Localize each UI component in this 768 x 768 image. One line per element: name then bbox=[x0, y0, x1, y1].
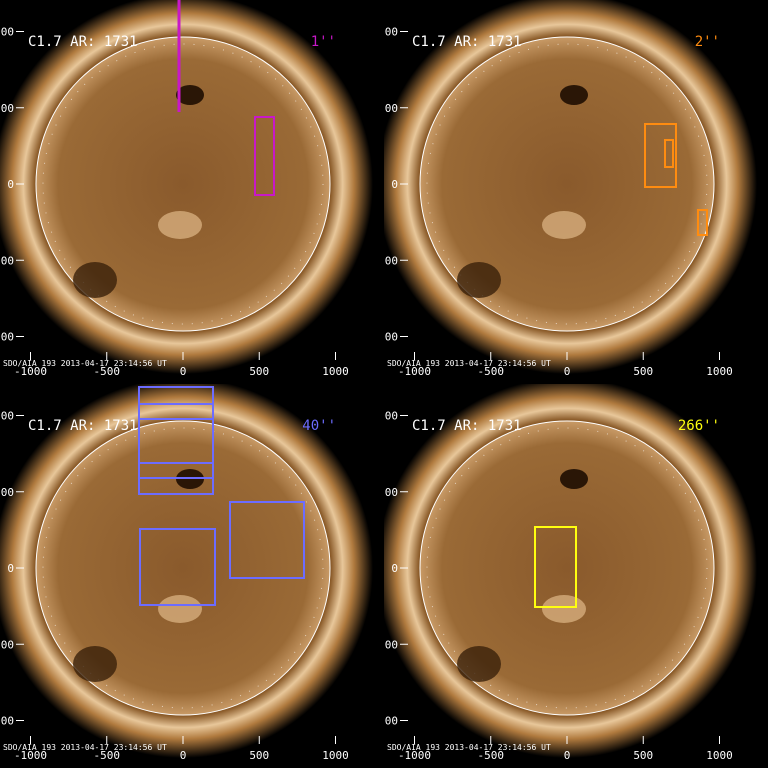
grid-disk bbox=[42, 427, 324, 709]
x-tick-label: -500 bbox=[478, 365, 505, 378]
panel: C1.7 AR: 1731 40'' -1000 -500 0 500 1000 1000 50… bbox=[0, 384, 384, 768]
footer: SDO/AIA 193 2013-04-17 23:14:56 UT bbox=[3, 359, 167, 368]
active-region bbox=[560, 469, 588, 489]
y-tick-label: -500 bbox=[372, 254, 399, 267]
y-tick-label: 500 bbox=[0, 486, 14, 499]
x-tick-label: 0 bbox=[564, 749, 571, 762]
panel-label: C1.7 AR: 1731 bbox=[28, 34, 138, 50]
y-tick-label: 0 bbox=[7, 562, 14, 575]
panel-label: C1.7 AR: 1731 bbox=[412, 418, 522, 434]
y-tick-label: -1000 bbox=[0, 331, 14, 344]
bright-region bbox=[158, 595, 202, 623]
panel-label: C1.7 AR: 1731 bbox=[412, 34, 522, 50]
x-tick-label: 500 bbox=[633, 365, 653, 378]
grid-disk bbox=[426, 427, 708, 709]
y-tick-label: 0 bbox=[7, 178, 14, 191]
solar-disk bbox=[35, 36, 331, 332]
footer: SDO/AIA 193 2013-04-17 23:14:56 UT bbox=[387, 743, 551, 752]
y-tick-label: 1000 bbox=[372, 26, 399, 39]
grid-disk bbox=[426, 43, 708, 325]
roi-box bbox=[138, 386, 214, 495]
active-region bbox=[560, 85, 588, 105]
y-tick-label: -1000 bbox=[365, 331, 398, 344]
solar-disk bbox=[419, 36, 715, 332]
x-tick-label: -1000 bbox=[398, 365, 431, 378]
bright-region bbox=[158, 211, 202, 239]
coronal-hole bbox=[73, 646, 117, 682]
y-tick-label: -500 bbox=[0, 638, 14, 651]
x-tick-label: 0 bbox=[180, 365, 187, 378]
y-tick-label: -1000 bbox=[365, 715, 398, 728]
panel-tag: 1'' bbox=[311, 34, 336, 50]
bright-region bbox=[542, 595, 586, 623]
x-tick-label: 500 bbox=[249, 365, 269, 378]
y-tick-label: 1000 bbox=[0, 410, 14, 423]
footer: SDO/AIA 193 2013-04-17 23:14:56 UT bbox=[387, 359, 551, 368]
y-tick-label: -500 bbox=[372, 638, 399, 651]
roi-box bbox=[644, 123, 677, 188]
panel: C1.7 AR: 1731 266'' -1000 -500 0 500 1000 1000 5… bbox=[365, 384, 768, 768]
y-tick-label: -500 bbox=[0, 254, 14, 267]
panel: C1.7 AR: 1731 1'' -1000 -500 0 500 1000 1000 500… bbox=[0, 0, 384, 384]
panel: C1.7 AR: 1731 2'' -1000 -500 0 500 1000 1000 500… bbox=[365, 0, 768, 384]
solar-disk bbox=[35, 420, 331, 716]
y-tick-label: 1000 bbox=[372, 410, 399, 423]
panel-tag: 266'' bbox=[678, 418, 720, 434]
roi-box bbox=[664, 139, 674, 168]
panel-tag: 2'' bbox=[695, 34, 720, 50]
x-tick-label: -1000 bbox=[14, 749, 47, 762]
coronal-hole bbox=[457, 646, 501, 682]
roi-box bbox=[229, 501, 305, 579]
x-tick-label: -500 bbox=[94, 749, 121, 762]
x-tick-label: -1000 bbox=[14, 365, 47, 378]
coronal-hole bbox=[457, 262, 501, 298]
y-tick-label: 500 bbox=[378, 486, 398, 499]
y-tick-label: 1000 bbox=[0, 26, 14, 39]
panel-label: C1.7 AR: 1731 bbox=[28, 418, 138, 434]
roi-box bbox=[534, 526, 577, 608]
panel-tag: 40'' bbox=[302, 418, 336, 434]
x-tick-label: -1000 bbox=[398, 749, 431, 762]
y-tick-label: -1000 bbox=[0, 715, 14, 728]
y-tick-label: 500 bbox=[378, 102, 398, 115]
coronal-hole bbox=[73, 262, 117, 298]
footer: SDO/AIA 193 2013-04-17 23:14:56 UT bbox=[3, 743, 167, 752]
grid-disk bbox=[42, 43, 324, 325]
x-tick-label: 500 bbox=[249, 749, 269, 762]
roi-box bbox=[254, 116, 275, 196]
x-tick-label: -500 bbox=[478, 749, 505, 762]
x-tick-label: -500 bbox=[94, 365, 121, 378]
x-tick-label: 1000 bbox=[322, 749, 349, 762]
y-tick-label: 0 bbox=[391, 178, 398, 191]
y-tick-label: 500 bbox=[0, 102, 14, 115]
roi-box bbox=[139, 528, 216, 606]
solar-disk bbox=[419, 420, 715, 716]
x-tick-label: 1000 bbox=[706, 365, 733, 378]
x-tick-label: 1000 bbox=[706, 749, 733, 762]
x-tick-label: 1000 bbox=[322, 365, 349, 378]
bright-region bbox=[542, 211, 586, 239]
active-region bbox=[176, 85, 204, 105]
roi-box bbox=[697, 209, 708, 236]
x-tick-label: 0 bbox=[180, 749, 187, 762]
x-tick-label: 500 bbox=[633, 749, 653, 762]
x-tick-label: 0 bbox=[564, 365, 571, 378]
y-tick-label: 0 bbox=[391, 562, 398, 575]
